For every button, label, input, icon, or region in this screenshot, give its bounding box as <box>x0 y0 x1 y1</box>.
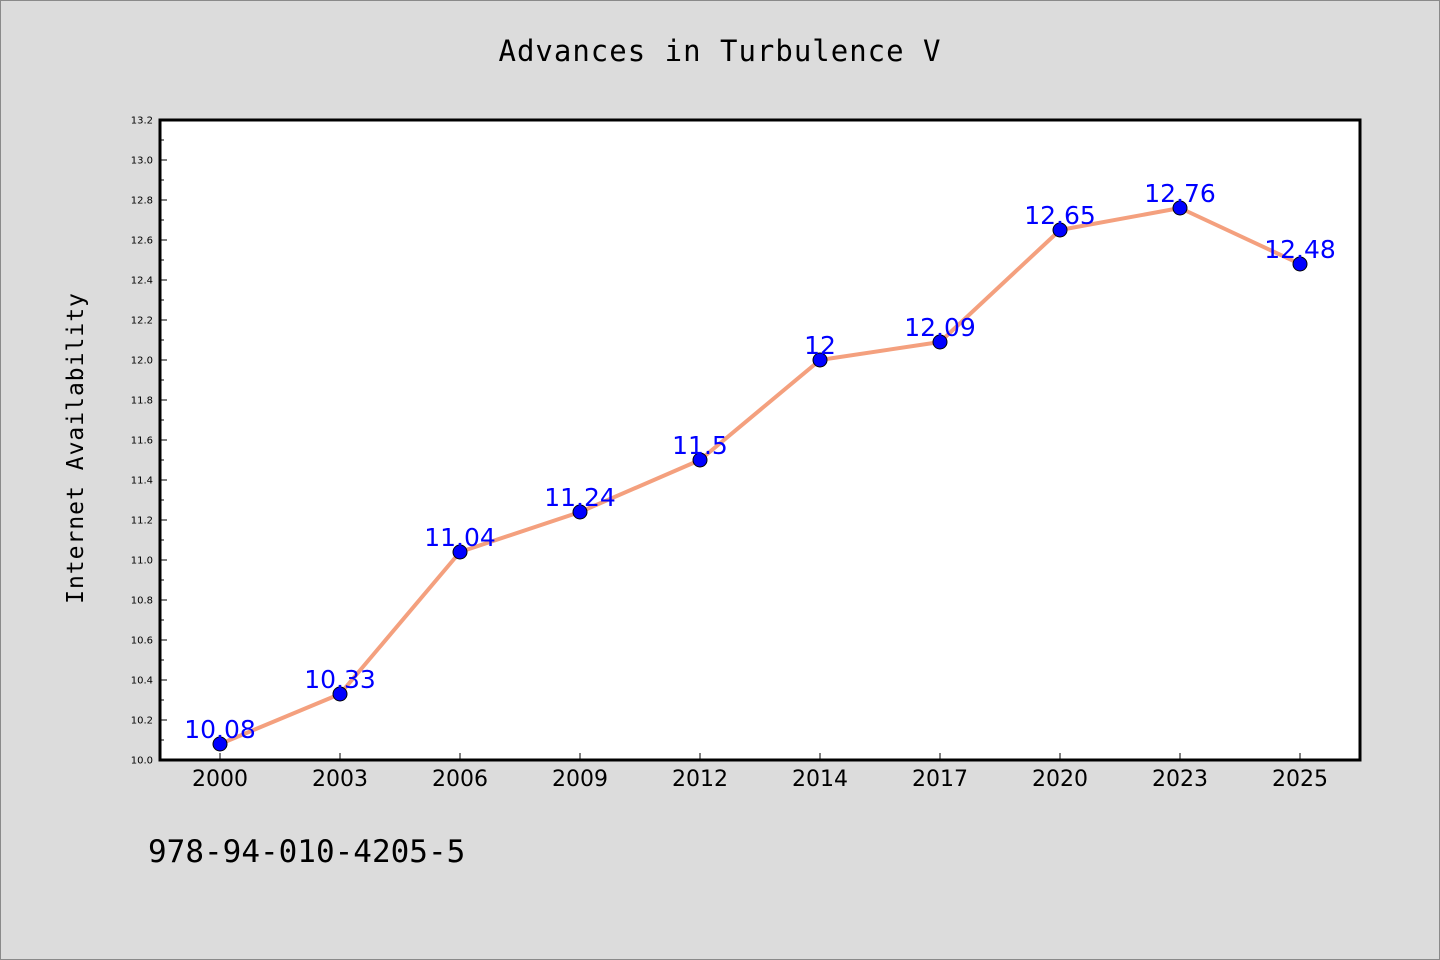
data-point <box>452 544 468 560</box>
y-tick-label: 10.2 <box>131 716 153 727</box>
plot-border <box>158 118 1362 762</box>
y-tick-label: 12.8 <box>131 196 153 207</box>
x-tick-label: 2000 <box>192 767 248 792</box>
y-tick-label: 11.8 <box>131 396 153 407</box>
data-point <box>692 452 708 468</box>
data-labels: 10.08 10.33 11.04 11.24 11.5 12 12.09 12.65 12.7… <box>184 179 1336 744</box>
y-tick-label: 13.0 <box>131 156 153 167</box>
y-tick-label: 10.0 <box>131 756 153 767</box>
x-tick-label: 2014 <box>792 767 848 792</box>
data-label: 11.04 <box>424 523 496 552</box>
data-label: 12.48 <box>1264 235 1336 264</box>
data-label: 10.33 <box>304 665 376 694</box>
x-tick-label: 2025 <box>1272 767 1328 792</box>
y-tick-label: 12.2 <box>131 316 153 327</box>
data-label: 11.5 <box>672 431 728 460</box>
data-label: 10.08 <box>184 715 256 744</box>
y-tick-label: 12.4 <box>131 276 153 287</box>
data-label: 12 <box>804 331 836 360</box>
series-line <box>218 206 1302 746</box>
data-point <box>1172 200 1188 216</box>
data-points <box>212 200 1308 752</box>
chart-title: Advances in Turbulence V <box>498 34 942 68</box>
data-point <box>1292 256 1308 272</box>
y-tick-label: 10.4 <box>131 676 153 687</box>
y-tick-label: 12.6 <box>131 236 153 247</box>
data-label: 12.65 <box>1024 201 1096 230</box>
data-point <box>332 686 348 702</box>
plot-area <box>160 120 1360 760</box>
data-point <box>812 352 828 368</box>
x-tick-label: 2003 <box>312 767 368 792</box>
y-tick-label: 12.0 <box>131 356 153 367</box>
y-tick-label: 11.2 <box>131 516 153 527</box>
isbn-code: 978-94-010-4205-5 <box>148 834 466 870</box>
x-tick-label: 2012 <box>672 767 728 792</box>
data-point <box>572 504 588 520</box>
x-tick-label: 2017 <box>912 767 968 792</box>
x-tick-label: 2006 <box>432 767 488 792</box>
x-tick-label: 2009 <box>552 767 608 792</box>
x-tick-label: 2023 <box>1152 767 1208 792</box>
data-point <box>932 334 948 350</box>
y-tick-label: 13.2 <box>131 116 153 127</box>
y-tick-label: 11.6 <box>131 436 153 447</box>
data-label: 12.76 <box>1144 179 1216 208</box>
data-label: 12.09 <box>904 313 976 342</box>
x-tick-label: 2020 <box>1032 767 1088 792</box>
data-point <box>212 736 228 752</box>
y-tick-label: 11.0 <box>131 556 153 567</box>
x-axis-ticks: 2000 2003 2006 2009 2012 2014 2017 2020 2023 2025 <box>192 753 1328 792</box>
y-tick-label: 10.6 <box>131 636 153 647</box>
y-axis-ticks: 10.0 10.2 10.4 10.6 10.8 11.0 11.2 11.4 11.6 11.8… <box>131 116 167 767</box>
y-tick-label: 11.4 <box>131 476 153 487</box>
data-point <box>1052 222 1068 238</box>
data-label: 11.24 <box>544 483 616 512</box>
y-tick-label: 10.8 <box>131 596 153 607</box>
